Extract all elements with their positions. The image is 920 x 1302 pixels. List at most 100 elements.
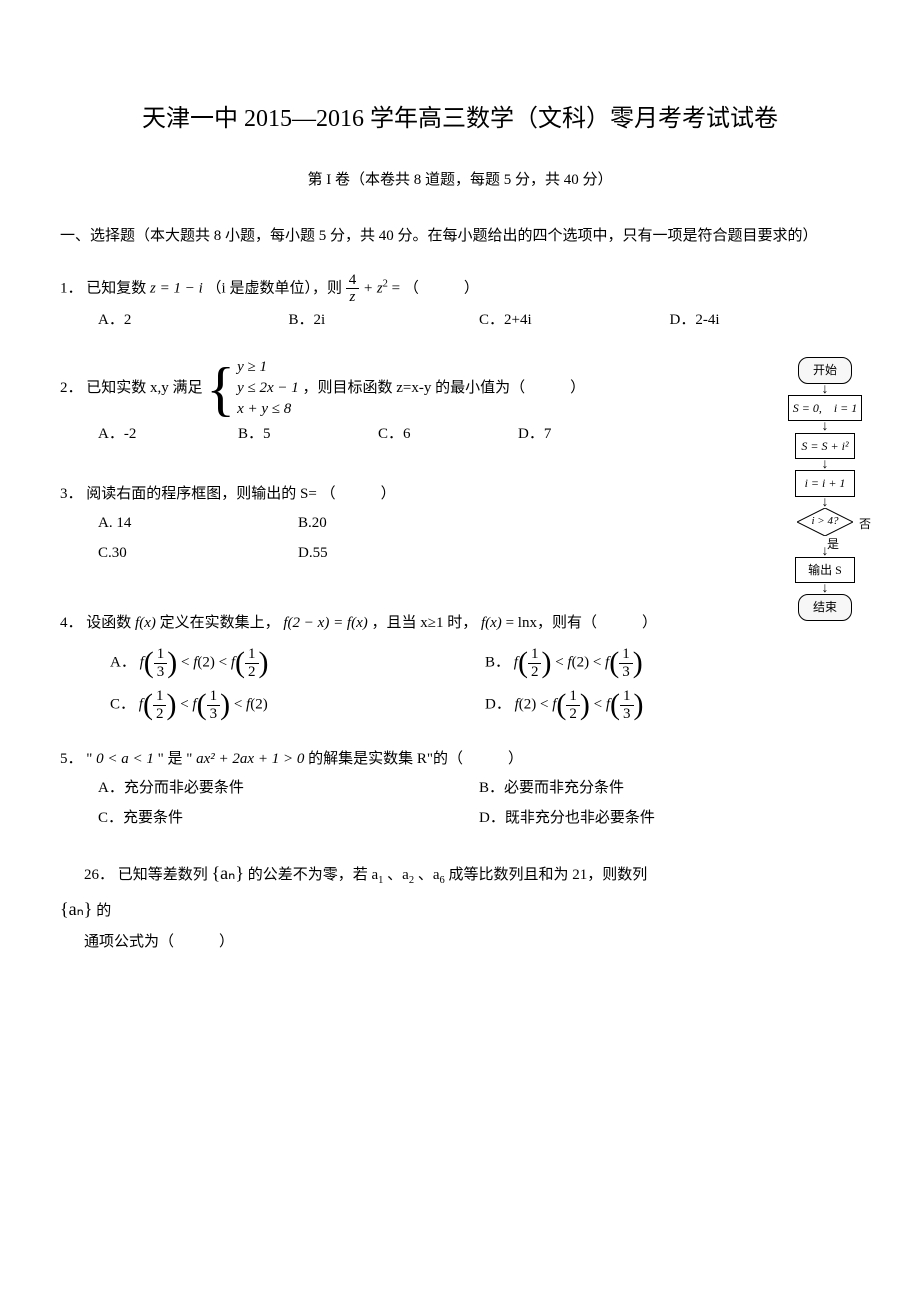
q4-d-label: D．	[485, 697, 511, 713]
q2-opt-c: C．6	[378, 420, 518, 450]
q1-pre: 已知复数	[86, 280, 146, 296]
q5-mid1: " 是 "	[158, 751, 197, 767]
q6-d1: 、a	[387, 867, 409, 883]
q6-stem-line2a: {aₙ} 的	[60, 891, 860, 927]
q5-num: 5．	[60, 751, 83, 767]
q6-seq: {aₙ}	[212, 863, 244, 883]
fc-init: S = 0, i = 1	[788, 395, 863, 421]
question-6: 26． 已知等差数列 {aₙ} 的公差不为零，若 a1 、a2 、a6 成等比数…	[60, 855, 860, 957]
q2-line3: x + y ≤ 8	[237, 399, 299, 420]
q4-a-label: A．	[110, 655, 136, 671]
q5-cond2: ax² + 2ax + 1 > 0	[196, 751, 304, 767]
q4-opt-c: C． f(12) < f(13) < f(2)	[110, 688, 485, 722]
section-intro: 一、选择题（本大题共 8 小题，每小题 5 分，共 40 分。在每小题给出的四个…	[60, 224, 860, 248]
q3-options: A. 14 B.20 C.30 D.55	[60, 509, 498, 568]
q3-stem: 3． 阅读右面的程序框图，则输出的 S= （ ）	[60, 479, 860, 509]
fc-arrow-2: ↓	[760, 421, 890, 432]
q6-mid1: 的公差不为零，若 a	[248, 867, 378, 883]
q6-stem-line2b: 通项公式为（ ）	[84, 927, 860, 957]
question-3: 3． 阅读右面的程序框图，则输出的 S= （ ） A. 14 B.20 C.30…	[60, 479, 860, 568]
q3-text: 阅读右面的程序框图，则输出的 S= （ ）	[86, 486, 395, 502]
q4-mid2: ，且当 x≥1 时，	[372, 615, 478, 631]
q6-pre: 已知等差数列	[118, 867, 208, 883]
q1-zeq: z = 1 − i	[150, 280, 203, 296]
q2-stem: 2． 已知实数 x,y 满足 { y ≥ 1 y ≤ 2x − 1 x + y …	[60, 357, 860, 420]
q5-opt-b: B．必要而非充分条件	[479, 774, 860, 804]
fc-arrow-1: ↓	[760, 384, 890, 395]
q4-c-label: C．	[110, 697, 135, 713]
q6-s1: 1	[378, 875, 383, 886]
q4-opt-d: D． f(2) < f(12) < f(13)	[485, 688, 860, 722]
q3-opt-a: A. 14	[98, 509, 298, 539]
q1-opt-d: D．2-4i	[670, 306, 861, 336]
q4-b-label: B．	[485, 655, 510, 671]
q1-options: A．2 B．2i C．2+4i D．2-4i	[60, 306, 860, 336]
q6-seq2: {aₙ}	[60, 899, 92, 919]
q2-options: A．-2 B．5 C．6 D．7	[60, 420, 658, 450]
q6-mid3: 的	[96, 903, 111, 919]
q1-stem: 1． 已知复数 z = 1 − i （i 是虚数单位），则 4 z + z2 =…	[60, 272, 860, 306]
q1-opt-b: B．2i	[289, 306, 480, 336]
q6-s2: 2	[409, 875, 414, 886]
fc-no-label: 否	[859, 514, 871, 534]
q1-fraction: 4 z	[346, 272, 360, 306]
q2-mid: ，则目标函数 z=x-y 的最小值为（ ）	[303, 380, 586, 396]
exam-subtitle: 第 I 卷（本卷共 8 道题，每题 5 分，共 40 分）	[60, 168, 860, 194]
fc-arrow-3: ↓	[760, 459, 890, 470]
q2-opt-a: A．-2	[98, 420, 238, 450]
q4-opt-a: A． f(13) < f(2) < f(12)	[110, 646, 485, 680]
q5-opt-c: C．充要条件	[98, 804, 479, 834]
q4-pre: 设函数	[86, 615, 131, 631]
q5-stem: 5． " 0 < a < 1 " 是 " ax² + 2ax + 1 > 0 的…	[60, 744, 860, 774]
fc-arrow-6: ↓	[760, 583, 890, 594]
q6-d2: 、a	[418, 867, 440, 883]
q6-stem: 26． 已知等差数列 {aₙ} 的公差不为零，若 a1 、a2 、a6 成等比数…	[84, 855, 860, 891]
q2-lines: y ≥ 1 y ≤ 2x − 1 x + y ≤ 8	[237, 357, 299, 420]
q1-opt-a: A．2	[98, 306, 289, 336]
q1-eq: =	[392, 280, 404, 296]
q1-mid1: （i 是虚数单位），则	[207, 280, 342, 296]
question-2: 开始 ↓ S = 0, i = 1 ↓ S = S + i² ↓ i = i +…	[60, 357, 860, 457]
q3-num: 3．	[60, 486, 83, 502]
q3-opt-d: D.55	[298, 539, 498, 569]
q5-pre: "	[86, 751, 92, 767]
question-1: 1． 已知复数 z = 1 − i （i 是虚数单位），则 4 z + z2 =…	[60, 272, 860, 336]
q1-num: 1．	[60, 280, 83, 296]
q3-opt-c: C.30	[98, 539, 298, 569]
q4-options: A． f(13) < f(2) < f(12) B． f(12) < f(2) …	[60, 646, 860, 722]
q4-mid3: = lnx，则有（ ）	[506, 615, 657, 631]
q2-line1: y ≥ 1	[237, 357, 299, 378]
q2-num: 2．	[60, 380, 83, 396]
q6-mid2: 成等比数列且和为 21，则数列	[449, 867, 648, 883]
q4-mid1: 定义在实数集上，	[160, 615, 280, 631]
q1-plus: + z	[363, 280, 383, 296]
q4-fx2: f(x)	[481, 615, 502, 631]
q5-opt-d: D．既非充分也非必要条件	[479, 804, 860, 834]
q5-cond1: 0 < a < 1	[96, 751, 154, 767]
q1-frac-den: z	[346, 289, 360, 306]
q5-options: A．充分而非必要条件 B．必要而非充分条件 C．充要条件 D．既非充分也非必要条…	[60, 774, 860, 833]
question-4: 4． 设函数 f(x) 定义在实数集上， f(2 − x) = f(x) ，且当…	[60, 608, 860, 722]
q2-opt-d: D．7	[518, 420, 658, 450]
q2-pre: 已知实数 x,y 满足	[86, 380, 206, 396]
q1-tail: （ ）	[404, 280, 479, 296]
exam-title: 天津一中 2015—2016 学年高三数学（文科）零月考考试试卷	[60, 100, 860, 138]
q6-num: 26．	[84, 867, 114, 883]
q1-frac-num: 4	[346, 272, 360, 290]
q4-eq: f(2 − x) = f(x)	[283, 615, 367, 631]
q5-mid2: 的解集是实数集 R"的（ ）	[308, 751, 523, 767]
fc-step1: S = S + i²	[795, 433, 855, 459]
q4-num: 4．	[60, 615, 83, 631]
q2-line2: y ≤ 2x − 1	[237, 378, 299, 399]
fc-start: 开始	[798, 357, 852, 383]
q2-system: { y ≥ 1 y ≤ 2x − 1 x + y ≤ 8	[206, 357, 298, 420]
q2-opt-b: B．5	[238, 420, 378, 450]
q4-opt-b: B． f(12) < f(2) < f(13)	[485, 646, 860, 680]
q6-line2: 通项公式为（ ）	[84, 934, 234, 950]
q1-sq: 2	[383, 278, 388, 289]
q3-opt-b: B.20	[298, 509, 498, 539]
q5-opt-a: A．充分而非必要条件	[98, 774, 479, 804]
q1-opt-c: C．2+4i	[479, 306, 670, 336]
q4-fx: f(x)	[135, 615, 156, 631]
brace-icon: {	[206, 359, 235, 419]
